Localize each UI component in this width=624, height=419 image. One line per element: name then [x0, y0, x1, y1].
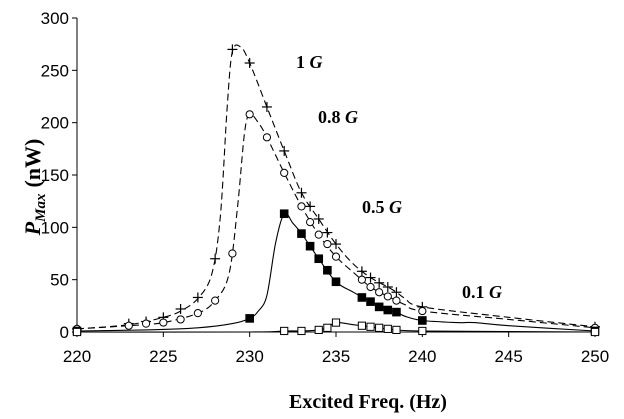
plus-marker — [391, 287, 402, 298]
filled-square-marker — [374, 302, 384, 312]
circle-marker — [366, 282, 375, 292]
filled-square-marker — [418, 316, 427, 325]
series-line — [76, 44, 596, 330]
filled-square-marker — [279, 209, 289, 219]
filled-square-marker — [245, 314, 254, 323]
open-square-marker — [383, 324, 392, 333]
open-square-marker — [72, 327, 82, 337]
x-tick-label: 245 — [494, 347, 522, 366]
axes: 220 225 230 235 240 245 250 0 50 100 150 200 250 300 — [41, 9, 610, 366]
plus-marker — [279, 145, 290, 156]
series-0-8g — [72, 110, 600, 333]
filled-square-marker — [392, 307, 401, 317]
open-square-marker — [392, 325, 401, 335]
plus-marker — [322, 227, 333, 238]
series-annotation-0-5g: 0.5 G — [362, 197, 402, 217]
circle-marker — [306, 218, 315, 227]
filled-square-marker — [357, 293, 367, 302]
plus-marker — [374, 277, 385, 288]
y-tick-label: 150 — [41, 166, 69, 185]
x-axis-title: Excited Freq. (Hz) — [289, 391, 447, 413]
open-square-marker — [323, 323, 332, 332]
filled-square-marker — [323, 265, 332, 275]
open-square-marker — [590, 327, 600, 337]
plus-marker — [382, 281, 393, 292]
open-square-marker — [418, 326, 427, 336]
series-line — [76, 113, 596, 330]
plus-marker — [227, 44, 238, 55]
circle-marker — [193, 309, 202, 318]
open-square-marker — [366, 322, 375, 331]
open-square-marker — [314, 325, 323, 335]
circle-marker — [418, 306, 427, 316]
x-tick-label: 225 — [149, 347, 177, 366]
y-tick-label: 250 — [41, 61, 69, 80]
y-tick-label: 300 — [41, 9, 69, 28]
open-square-marker — [375, 323, 384, 332]
plus-marker — [365, 272, 376, 283]
series-layer — [72, 44, 600, 337]
circle-marker — [375, 288, 384, 297]
plus-marker — [210, 253, 221, 264]
series-annotation-0-8g: 0.8 G — [318, 107, 358, 127]
y-tick-label: 200 — [41, 114, 69, 133]
circle-marker — [357, 275, 366, 284]
y-tick-label: 100 — [41, 218, 69, 237]
filled-square-marker — [383, 305, 393, 315]
series-0-5g — [72, 209, 600, 336]
circle-marker — [262, 133, 272, 142]
filled-square-marker — [314, 254, 324, 264]
plus-marker — [331, 239, 341, 250]
filled-square-marker — [331, 277, 341, 287]
circle-marker — [176, 315, 185, 324]
circle-marker — [297, 202, 306, 211]
filled-square-marker — [366, 297, 375, 306]
circle-marker — [124, 321, 133, 330]
series-line — [76, 212, 596, 332]
filled-square-marker — [305, 241, 315, 251]
plus-marker — [356, 266, 367, 277]
plus-marker — [305, 201, 316, 212]
open-square-marker — [297, 326, 306, 336]
plus-marker — [175, 303, 186, 314]
y-tick-label: 50 — [50, 271, 69, 290]
circle-marker — [280, 168, 289, 178]
circle-marker — [323, 239, 332, 249]
plus-marker — [192, 292, 203, 303]
circle-marker — [314, 230, 323, 239]
circle-marker — [159, 318, 168, 327]
x-tick-label: 250 — [581, 347, 609, 366]
x-tick-label: 235 — [322, 347, 350, 366]
y-axis-title: PMax(nW) — [20, 139, 49, 237]
open-square-marker — [280, 326, 289, 336]
circle-marker — [141, 319, 151, 328]
circle-marker — [383, 292, 392, 301]
circle-marker — [245, 110, 254, 119]
series-1g — [72, 44, 600, 334]
open-square-marker — [357, 321, 366, 330]
circle-marker — [211, 296, 220, 305]
circle-marker — [331, 252, 341, 261]
x-tick-label: 240 — [408, 347, 436, 366]
plus-marker — [261, 101, 272, 112]
plus-marker — [244, 58, 255, 69]
series-annotation-0-1g: 0.1 G — [462, 282, 502, 302]
circle-marker — [228, 249, 237, 258]
x-tick-label: 220 — [63, 347, 91, 366]
circle-marker — [392, 296, 401, 305]
open-square-marker — [331, 318, 341, 327]
y-tick-label: 0 — [60, 323, 69, 342]
filled-square-marker — [297, 229, 306, 238]
series-0-1g — [72, 318, 600, 337]
series-annotation-1g: 1 G — [296, 52, 323, 72]
x-tick-label: 230 — [235, 347, 263, 366]
plus-marker — [313, 213, 324, 224]
plus-marker — [296, 187, 307, 198]
